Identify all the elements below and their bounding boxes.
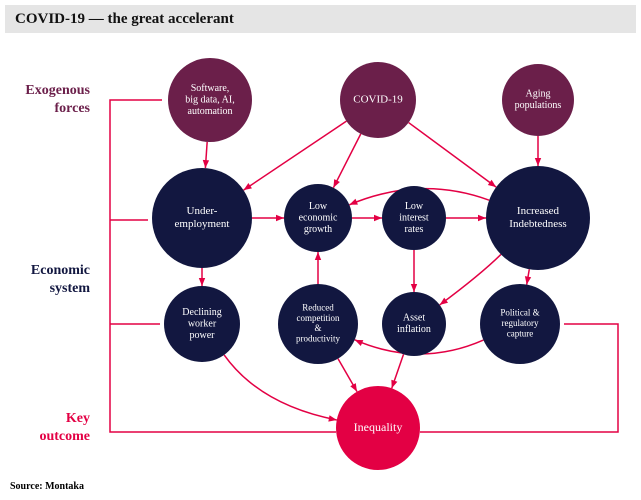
node-label-under: Under- xyxy=(187,205,218,217)
node-label-reduced: & xyxy=(314,323,321,333)
node-label-growth: economic xyxy=(299,212,338,223)
node-label-aging: Aging xyxy=(526,89,551,100)
node-label-software: Software, xyxy=(191,83,230,94)
node-label-inequal: Inequality xyxy=(354,420,403,434)
node-label-capture: regulatory xyxy=(502,318,539,328)
node-label-reduced: competition xyxy=(297,313,340,323)
node-label-decline: power xyxy=(190,330,216,341)
node-label-decline: Declining xyxy=(182,307,221,318)
node-label-software: big data, AI, xyxy=(185,94,234,105)
node-label-indebt: Increased xyxy=(517,205,560,217)
node-label-rates: interest xyxy=(399,212,429,223)
node-label-asset: Asset xyxy=(403,313,425,324)
node-label-growth: Low xyxy=(309,201,328,212)
node-label-growth: growth xyxy=(304,224,332,235)
node-label-reduced: Reduced xyxy=(302,303,334,313)
node-label-indebt: Indebtedness xyxy=(509,218,566,230)
node-label-asset: inflation xyxy=(397,324,431,335)
node-label-capture: capture xyxy=(507,328,533,338)
node-label-software: automation xyxy=(188,106,233,117)
node-label-under: employment xyxy=(175,218,230,230)
node-label-reduced: productivity xyxy=(296,334,340,344)
node-label-covid: COVID-19 xyxy=(353,94,403,106)
node-label-decline: worker xyxy=(188,318,217,329)
node-label-capture: Political & xyxy=(500,308,539,318)
diagram-canvas: Software,big data, AI,automationCOVID-19… xyxy=(0,0,641,500)
node-label-rates: rates xyxy=(405,224,424,235)
source-text: Source: Montaka xyxy=(10,481,84,492)
node-label-rates: Low xyxy=(405,201,424,212)
diagram-frame: COVID-19 — the great accelerant Exogenou… xyxy=(0,0,641,500)
node-label-aging: populations xyxy=(515,100,562,111)
